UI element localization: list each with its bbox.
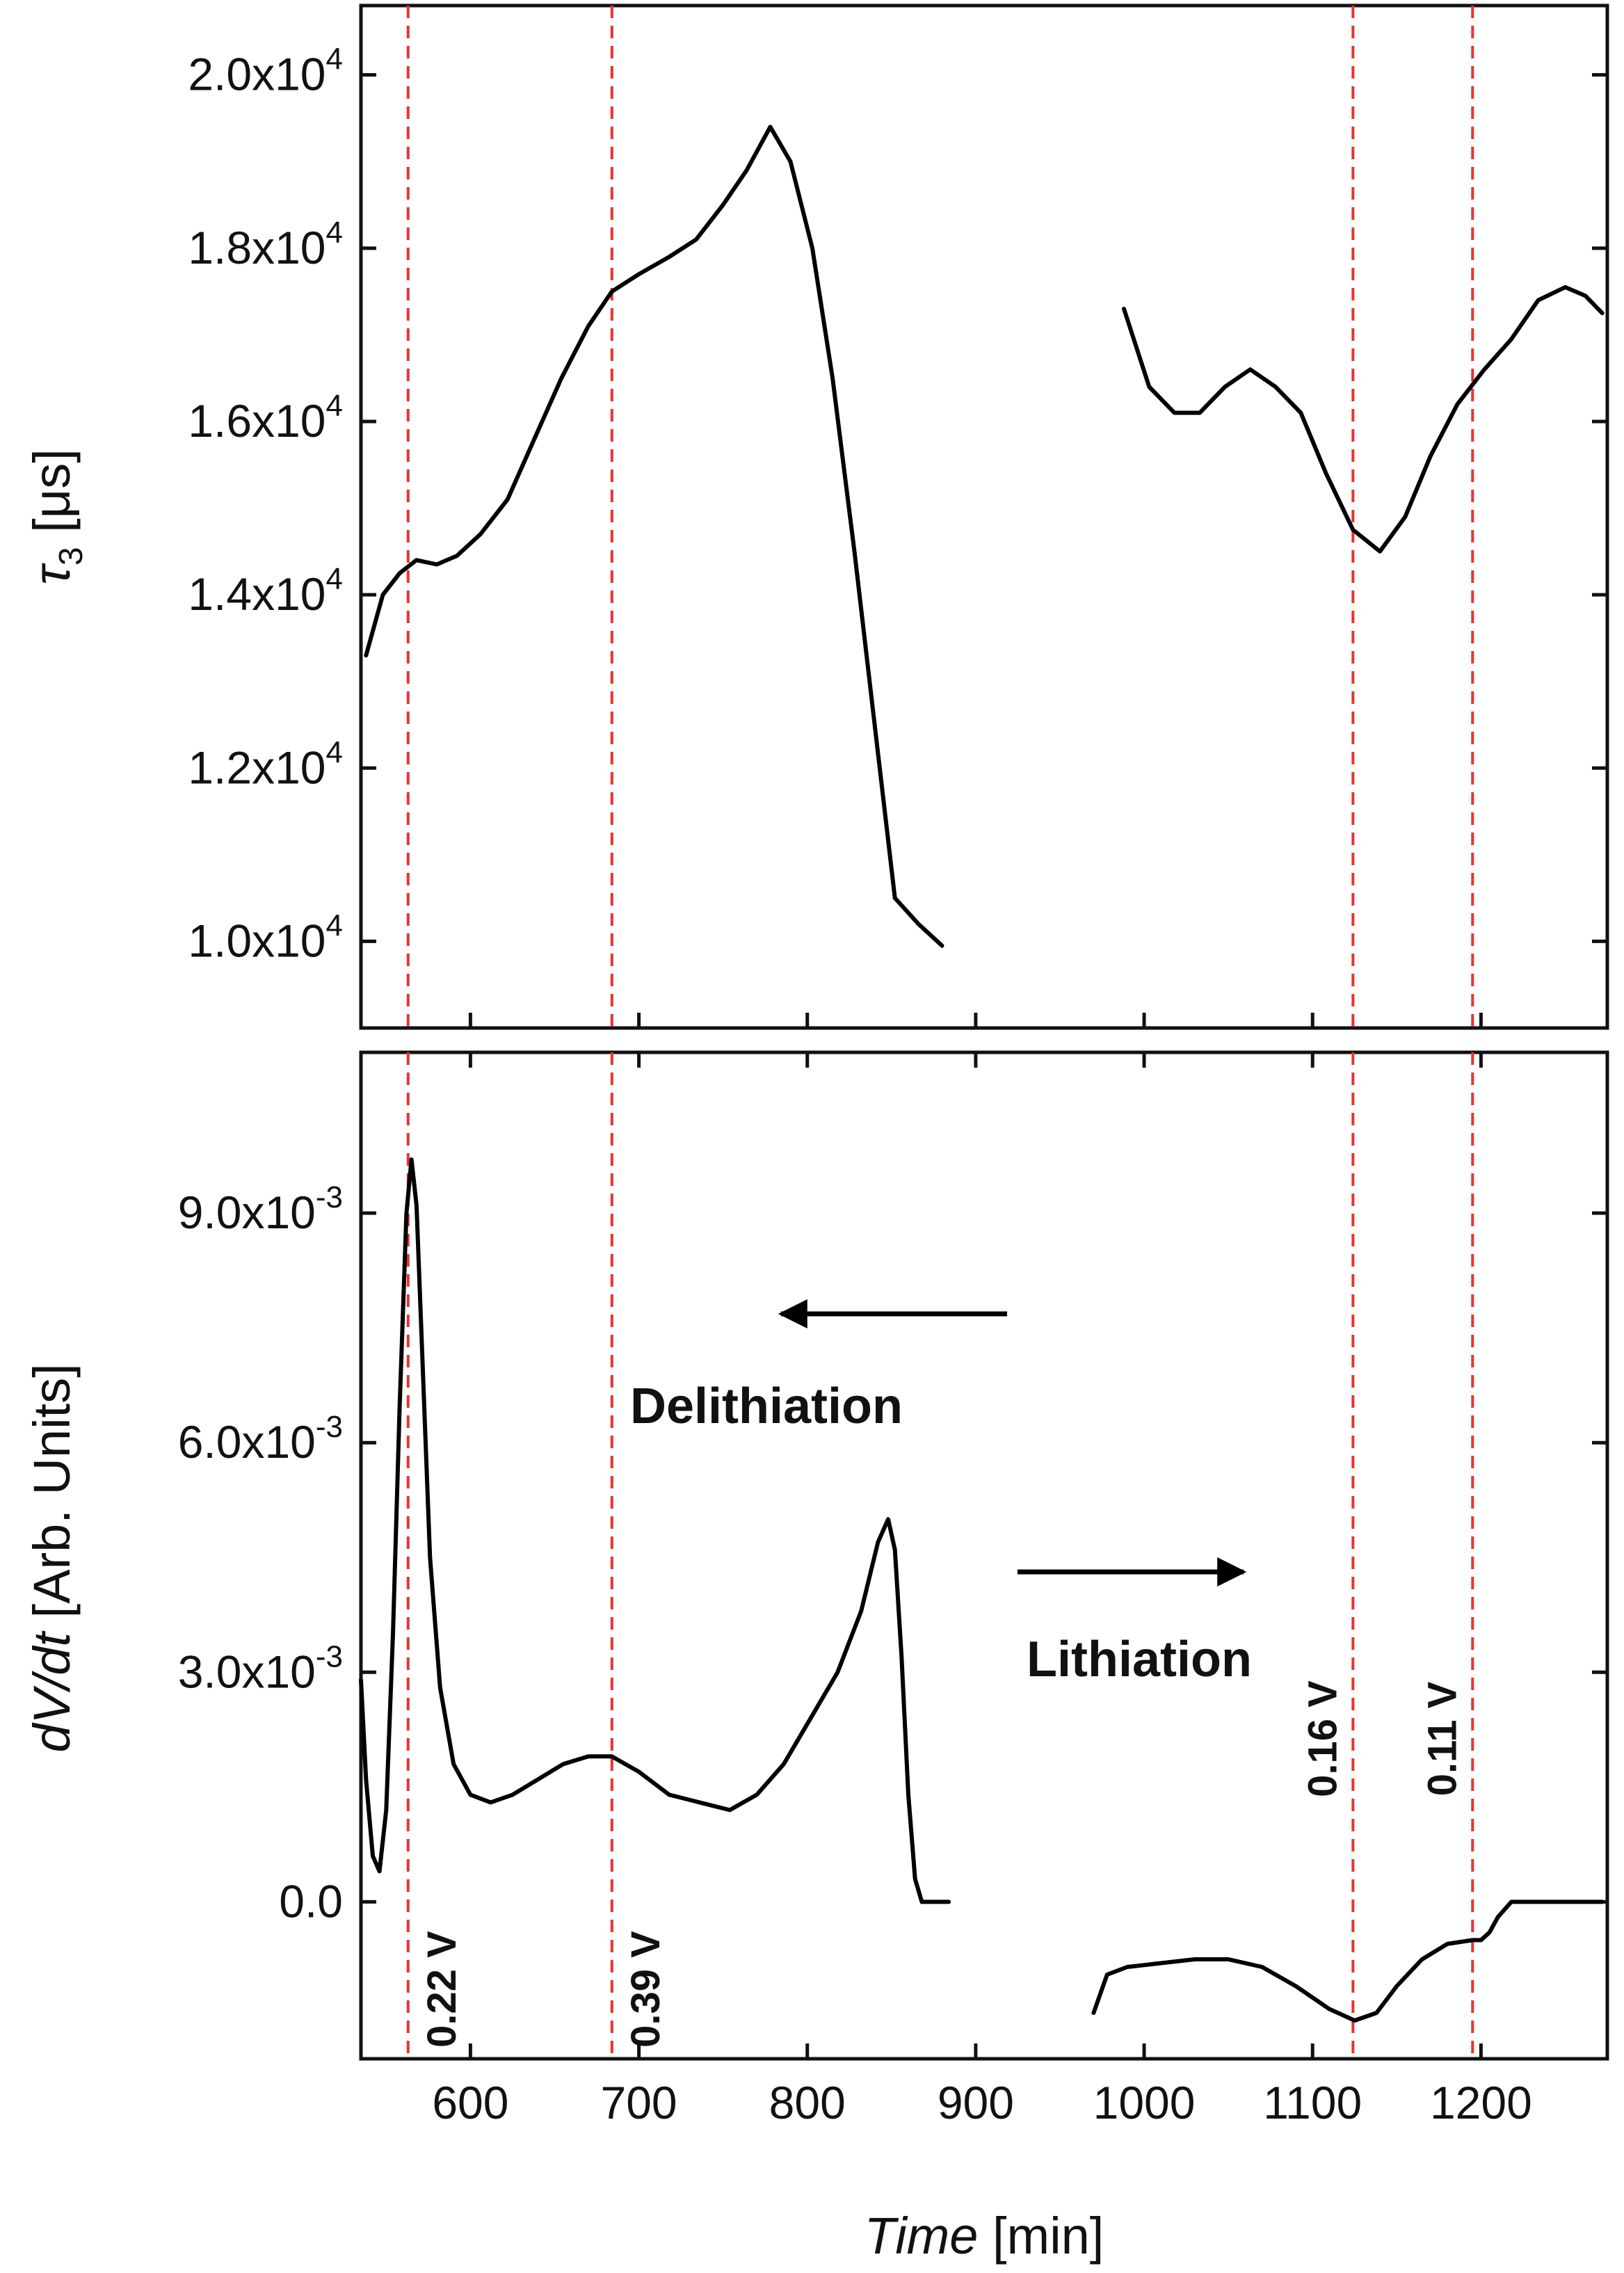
tau3-marker-lines: [406, 6, 1474, 1028]
dvdt-plot-frame: [359, 1050, 1609, 2061]
tau3-y-tick-label-3: 1.6x104: [188, 389, 343, 447]
voltage-marker-labels: 0.22 V 0.39 V 0.16 V 0.11 V: [419, 1680, 1465, 2048]
dvdt-panel: 0.0 3.0x10-3 6.0x10-3 9.0x10-3 600 700 800 900…: [23, 1013, 1609, 2265]
marker-label-1: 0.39 V: [623, 1931, 668, 2048]
x-tick-label-800: 800: [769, 2077, 846, 2128]
tau3-plot-frame: [359, 3, 1609, 1030]
tau3-y-ticks: 1.0x104 1.2x104 1.4x104 1.6x104 1.8x104 2.0x1…: [188, 42, 1607, 966]
dvdt-y-axis-title: dV/dt [Arb. Units]: [23, 1363, 81, 1752]
dVdt-lithiation-line: [1091, 1899, 1605, 2023]
tau3-series: [364, 125, 1605, 948]
tau3-delithiation-line: [364, 125, 944, 948]
dvdt-y-tick-label-0: 0.0: [279, 1875, 343, 1927]
tau3-y-tick-label-5: 2.0x104: [188, 42, 343, 100]
delithiation-label: Delithiation: [630, 1379, 903, 1434]
dVdt-delithiation-line: [359, 1157, 951, 1904]
marker-label-0: 0.22 V: [419, 1931, 465, 2048]
tau3-y-tick-label-4: 1.8x104: [188, 216, 343, 273]
x-tick-label-700: 700: [601, 2077, 677, 2128]
time-x-ticks: 600 700 800 900 1000 1100 1200: [432, 1013, 1532, 2128]
tau3-y-tick-label-1: 1.2x104: [188, 735, 343, 793]
x-tick-label-1100: 1100: [1263, 2077, 1362, 2128]
x-tick-label-1200: 1200: [1430, 2077, 1532, 2128]
x-tick-label-1000: 1000: [1093, 2077, 1196, 2128]
dvdt-y-tick-label-2: 6.0x10-3: [178, 1410, 343, 1468]
dvdt-y-tick-label-1: 3.0x10-3: [178, 1639, 343, 1697]
tau3-y-tick-label-0: 1.0x104: [188, 908, 343, 966]
tau3-lithiation-line: [1122, 284, 1605, 554]
marker-label-2: 0.16 V: [1300, 1680, 1345, 1797]
marker-label-3: 0.11 V: [1420, 1681, 1465, 1796]
tau3-y-tick-label-2: 1.4x104: [188, 562, 343, 620]
x-tick-label-900: 900: [938, 2077, 1014, 2128]
x-tick-label-600: 600: [432, 2077, 508, 2128]
tau3-y-axis-title: τ3 [μs]: [23, 449, 90, 585]
tau3-panel: 1.0x104 1.2x104 1.4x104 1.6x104 1.8x104 2.0x1…: [23, 3, 1609, 1030]
dvdt-series: [359, 1157, 1605, 2023]
dvdt-y-tick-label-3: 9.0x10-3: [178, 1180, 343, 1238]
x-axis-title: Time [min]: [865, 2207, 1104, 2265]
lithiation-label: Lithiation: [1027, 1632, 1252, 1687]
dvdt-marker-lines: [406, 1052, 1474, 2059]
dvdt-y-ticks: 0.0 3.0x10-3 6.0x10-3 9.0x10-3: [178, 1180, 1607, 1927]
